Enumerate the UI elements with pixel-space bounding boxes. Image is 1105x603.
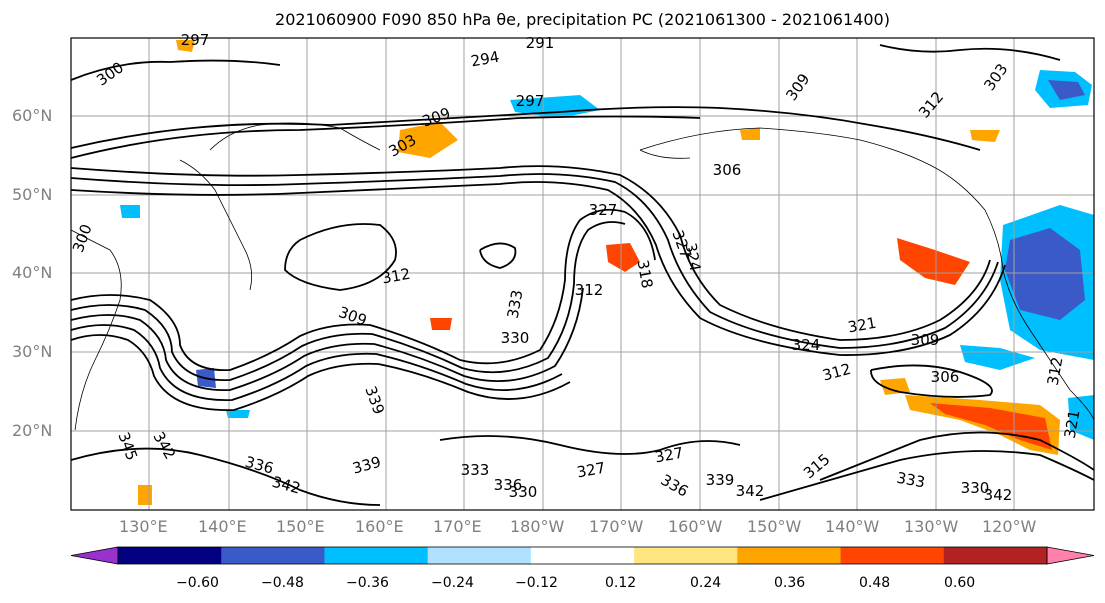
contour-label: 306 bbox=[713, 161, 742, 179]
contour-label: 339 bbox=[706, 471, 735, 489]
precip-red-region bbox=[606, 243, 640, 272]
lat-label-20n: 20°N bbox=[12, 421, 53, 440]
contour-label: 342 bbox=[984, 486, 1013, 504]
colorbar-tick-label: −0.48 bbox=[261, 575, 304, 591]
colorbar-segment bbox=[118, 547, 222, 564]
map-frame bbox=[70, 37, 1095, 511]
colorbar-tick-label: 0.24 bbox=[690, 575, 722, 591]
lat-label-50n: 50°N bbox=[12, 185, 53, 204]
contour-label: 330 bbox=[509, 483, 538, 501]
lon-label-130w: 130°W bbox=[904, 517, 959, 536]
contour-label: 333 bbox=[461, 461, 490, 479]
lon-label-150w: 150°W bbox=[747, 517, 802, 536]
colorbar-frame bbox=[117, 546, 1048, 565]
lon-label-140e: 140°E bbox=[198, 517, 247, 536]
colorbar-extend-min bbox=[70, 546, 119, 565]
contour-label: 297 bbox=[516, 92, 545, 110]
colorbar-tick-label: −0.60 bbox=[176, 575, 219, 591]
lat-label-60n: 60°N bbox=[12, 106, 53, 125]
lon-label-170w: 170°W bbox=[589, 517, 644, 536]
lat-label-40n: 40°N bbox=[12, 263, 53, 282]
precip-blue-region bbox=[120, 205, 140, 218]
lon-label-130e: 130°E bbox=[119, 517, 168, 536]
precip-darkblue-region bbox=[1005, 228, 1085, 320]
contour-label: 291 bbox=[526, 34, 555, 52]
contour-label: 324 bbox=[792, 336, 821, 354]
contour-label: 327 bbox=[575, 459, 606, 482]
colorbar-tick-label: −0.24 bbox=[431, 575, 474, 591]
theta-e-contours bbox=[70, 44, 1095, 506]
contour-label: 309 bbox=[911, 331, 940, 349]
colorbar-extend-max bbox=[1046, 546, 1095, 565]
contour-label: 312 bbox=[575, 281, 604, 299]
lon-label-160e: 160°E bbox=[355, 517, 404, 536]
colorbar bbox=[70, 546, 1095, 565]
colorbar-segment bbox=[840, 547, 945, 564]
contour-label: 321 bbox=[1061, 408, 1084, 439]
colorbar-segment bbox=[634, 547, 738, 564]
precip-blue-region bbox=[1068, 395, 1094, 440]
colorbar-tick-label: −0.36 bbox=[346, 575, 389, 591]
contour-label: 312 bbox=[1044, 355, 1067, 386]
precip-red-region bbox=[430, 318, 452, 330]
precip-orange-region bbox=[740, 128, 760, 140]
colorbar-segment bbox=[943, 547, 1048, 564]
precip-orange-region bbox=[176, 40, 195, 52]
contour-label: 324 bbox=[682, 241, 705, 272]
lon-label-170e: 170°E bbox=[433, 517, 482, 536]
colorbar-tick-label: 0.60 bbox=[944, 575, 976, 591]
contour-label: 333 bbox=[504, 288, 527, 319]
map-title: 2021060900 F090 850 hPa θe, precipitatio… bbox=[275, 10, 890, 29]
colorbar-tick-label: 0.36 bbox=[774, 575, 806, 591]
contour-label: 327 bbox=[589, 201, 618, 219]
precip-darkblue-region bbox=[1048, 80, 1085, 100]
colorbar-segment bbox=[427, 547, 532, 564]
contour-label: 327 bbox=[653, 444, 684, 467]
lon-label-150e: 150°E bbox=[276, 517, 325, 536]
precip-red-region bbox=[930, 403, 1052, 450]
precip-orange-region bbox=[138, 485, 152, 505]
precip-blue-region bbox=[960, 345, 1035, 370]
contour-label: 333 bbox=[895, 469, 926, 492]
contour-label: 330 bbox=[501, 329, 530, 347]
colorbar-segment bbox=[324, 547, 429, 564]
contour-label: 297 bbox=[181, 31, 210, 49]
colorbar-tick-label: 0.48 bbox=[859, 575, 891, 591]
contour-label: 321 bbox=[846, 314, 877, 337]
contour-label: 336 bbox=[494, 476, 523, 494]
precip-blue-region bbox=[226, 410, 250, 418]
lon-label-140w: 140°W bbox=[825, 517, 880, 536]
lon-label-120w: 120°W bbox=[982, 517, 1037, 536]
colorbar-tick-label: −0.12 bbox=[515, 575, 558, 591]
colorbar-tick-label: 0.12 bbox=[605, 575, 637, 591]
contour-label: 330 bbox=[961, 479, 990, 497]
contour-label: 312 bbox=[380, 265, 411, 288]
precip-orange-region bbox=[880, 378, 910, 395]
precip-blue-region bbox=[510, 95, 600, 118]
contour-label: 342 bbox=[736, 482, 765, 500]
contour-label: 306 bbox=[931, 368, 960, 386]
colorbar-segment bbox=[530, 547, 635, 564]
colorbar-segment bbox=[737, 547, 842, 564]
lon-label-160w: 160°W bbox=[668, 517, 723, 536]
lat-label-30n: 30°N bbox=[12, 342, 53, 361]
precip-orange-region bbox=[970, 130, 1000, 142]
lon-label-180w: 180°W bbox=[510, 517, 565, 536]
colorbar-segment bbox=[221, 547, 325, 564]
contour-label: 318 bbox=[634, 258, 657, 289]
contour-label: 294 bbox=[469, 48, 500, 71]
precip-orange-region bbox=[398, 122, 458, 158]
precip-shading bbox=[120, 40, 1094, 505]
